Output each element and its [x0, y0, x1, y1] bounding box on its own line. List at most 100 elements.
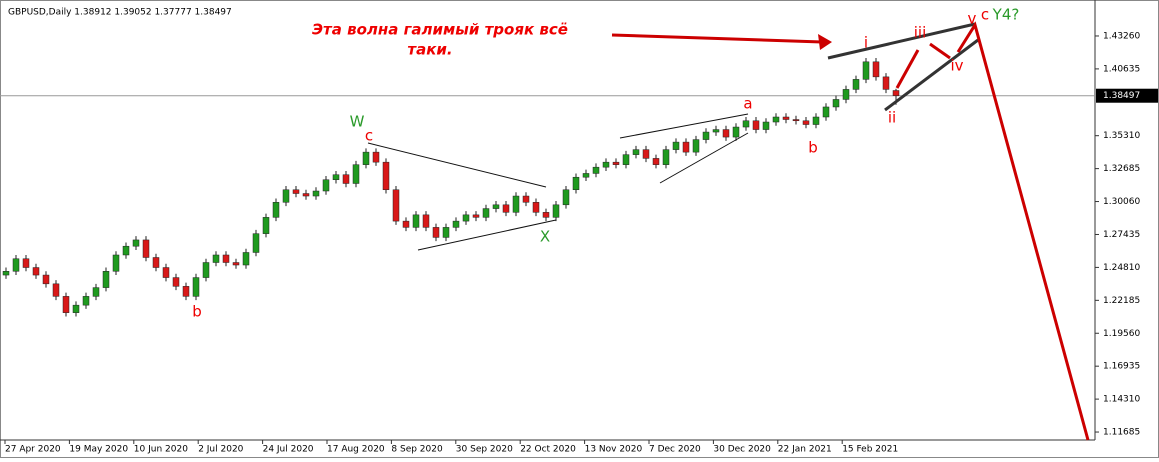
- x-tick-label: 17 Aug 2020: [327, 445, 385, 455]
- candle-body: [582, 173, 590, 178]
- arrow-head: [818, 34, 832, 50]
- candle-body: [232, 262, 240, 266]
- candle-body: [812, 116, 820, 125]
- wave-label: b: [808, 139, 818, 157]
- candle-body: [422, 214, 430, 228]
- candle-body: [562, 189, 570, 206]
- wave-label: W: [350, 113, 365, 131]
- candle-body: [402, 220, 410, 228]
- trend-line: [659, 132, 749, 184]
- candle-body: [72, 304, 80, 313]
- x-tick-label: 10 Jun 2020: [134, 445, 188, 455]
- candle-body: [162, 267, 170, 278]
- x-tick-label: 30 Dec 2020: [713, 445, 771, 455]
- candle-body: [602, 161, 610, 168]
- candle-body: [62, 296, 70, 313]
- arrow-line: [611, 33, 823, 44]
- wedge-line: [827, 22, 976, 60]
- candle-body: [262, 217, 270, 234]
- wave-label: i: [864, 34, 868, 52]
- wave-label: c: [365, 127, 373, 145]
- wedge-line: [884, 38, 979, 112]
- candle-body: [492, 204, 500, 209]
- candle-body: [622, 154, 630, 165]
- y-tick-label: 1.22185: [1103, 296, 1140, 306]
- candle-body: [272, 202, 280, 218]
- candle-body: [22, 258, 30, 268]
- candle-body: [92, 287, 100, 297]
- candle-body: [522, 195, 530, 203]
- candle-body: [682, 141, 690, 153]
- candle-body: [342, 174, 350, 184]
- x-tick-label: 19 May 2020: [69, 445, 128, 455]
- x-tick-label: 24 Jul 2020: [263, 445, 314, 455]
- candle-body: [112, 254, 120, 272]
- trend-line: [367, 142, 547, 188]
- candle-body: [102, 271, 110, 288]
- candle-body: [242, 252, 250, 266]
- candle-body: [652, 158, 660, 165]
- candle-body: [322, 179, 330, 192]
- wave-label: iii: [914, 24, 927, 42]
- trend-line: [417, 219, 557, 251]
- y-tick-label: 1.14310: [1103, 395, 1140, 405]
- candle-body: [662, 149, 670, 165]
- current-price-label: 1.38497: [1103, 91, 1140, 101]
- candles: [2, 58, 900, 317]
- x-tick-label: 15 Feb 2021: [842, 445, 898, 455]
- candle-body: [132, 239, 140, 247]
- candle-body: [292, 189, 300, 194]
- candle-body: [892, 90, 900, 96]
- candle-body: [792, 119, 800, 122]
- candle-body: [752, 120, 760, 130]
- projection: [611, 21, 1090, 441]
- y-tick-label: 1.32685: [1103, 164, 1140, 174]
- candle-body: [152, 257, 160, 268]
- candle-body: [302, 193, 310, 197]
- candle-body: [332, 174, 340, 180]
- candle-body: [552, 204, 560, 218]
- candle-body: [632, 149, 640, 155]
- candle-body: [642, 149, 650, 159]
- header: GBPUSD,Daily 1.38912 1.39052 1.37777 1.3…: [8, 8, 232, 18]
- x-tick-label: 22 Oct 2020: [520, 445, 576, 455]
- candle-body: [732, 126, 740, 138]
- candle-body: [432, 227, 440, 238]
- candle-body: [172, 277, 180, 287]
- candle-body: [512, 195, 520, 213]
- candle-body: [382, 161, 390, 191]
- candle-body: [362, 151, 370, 165]
- y-tick-label: 1.30060: [1103, 197, 1140, 207]
- x-tick-label: 8 Sep 2020: [391, 445, 443, 455]
- candle-body: [82, 296, 90, 306]
- candle-body: [412, 214, 420, 228]
- ticks: 1.43260 1.40635 1.35310 1.32685 1.30060 1.274…: [0, 31, 1158, 455]
- candle-body: [612, 161, 620, 165]
- candle-body: [372, 151, 380, 163]
- y-tick-label: 1.24810: [1103, 263, 1140, 273]
- candle-body: [312, 190, 320, 197]
- candle-body: [2, 271, 10, 276]
- candle-body: [872, 61, 880, 78]
- candle-body: [222, 254, 230, 263]
- candle-body: [192, 277, 200, 297]
- y-tick-label: 1.35310: [1103, 131, 1140, 141]
- projection-line: [929, 42, 951, 60]
- wave-label: b: [192, 303, 202, 321]
- wedge-lines: [827, 22, 979, 112]
- candle-body: [672, 141, 680, 150]
- candle-body: [52, 283, 60, 297]
- candle-body: [712, 129, 720, 133]
- annotation: Эта волна галимый трояк всё: [312, 21, 568, 39]
- y-tick-label: 1.40635: [1103, 64, 1140, 74]
- candle-body: [452, 220, 460, 228]
- wave-label: ii: [888, 109, 896, 127]
- candle-body: [212, 254, 220, 263]
- wave-label: v: [968, 10, 977, 28]
- candle-body: [772, 116, 780, 123]
- candle-body: [802, 120, 810, 125]
- candle-body: [702, 131, 710, 140]
- x-tick-label: 2 Jul 2020: [198, 445, 243, 455]
- candle-body: [472, 214, 480, 218]
